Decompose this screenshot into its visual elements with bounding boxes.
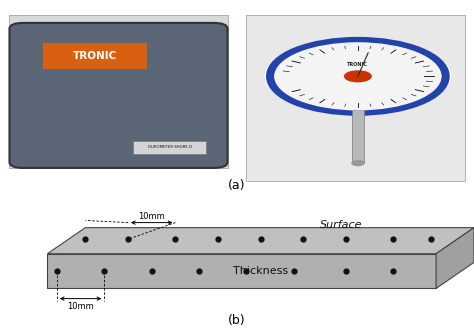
Circle shape (265, 39, 450, 114)
FancyBboxPatch shape (133, 140, 206, 154)
Text: (a): (a) (228, 179, 246, 191)
Text: (b): (b) (228, 314, 246, 327)
Circle shape (345, 71, 371, 82)
Text: Surface: Surface (320, 220, 363, 230)
Text: Thickness: Thickness (233, 266, 288, 276)
Circle shape (275, 43, 441, 110)
Polygon shape (47, 254, 436, 289)
Text: 10mm: 10mm (138, 212, 165, 221)
FancyBboxPatch shape (246, 15, 465, 181)
Text: TRONIC: TRONIC (73, 51, 117, 61)
FancyBboxPatch shape (9, 15, 228, 168)
FancyBboxPatch shape (352, 110, 364, 163)
Text: 10mm: 10mm (67, 302, 94, 311)
FancyBboxPatch shape (43, 43, 147, 69)
Polygon shape (436, 228, 474, 289)
Text: TRONIC: TRONIC (347, 63, 368, 67)
Circle shape (352, 161, 364, 165)
Text: DUROMETER SHORE D: DUROMETER SHORE D (147, 145, 192, 149)
Polygon shape (47, 228, 474, 254)
FancyBboxPatch shape (9, 23, 228, 168)
